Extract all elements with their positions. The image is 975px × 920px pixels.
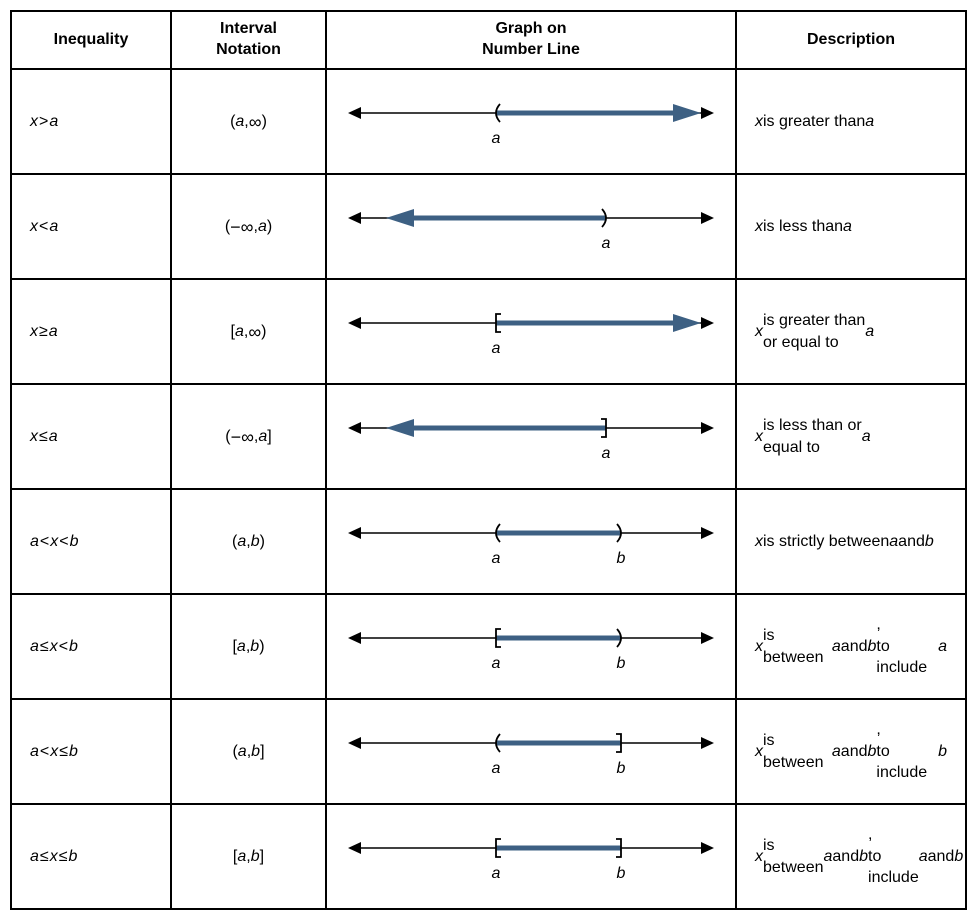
inequality-cell: x ≥ a — [12, 280, 170, 383]
number-line-point-label: a — [492, 130, 501, 148]
graph-cell: ab — [326, 804, 736, 909]
inequality-cell: x < a — [12, 175, 170, 278]
table-row: x ≥ a [a, ∞) a x is greater thanor equal… — [11, 279, 966, 384]
number-line-point-label: b — [617, 760, 626, 778]
interval-cell: (a, b] — [172, 700, 325, 803]
number-line-point-label: b — [617, 655, 626, 673]
header-graph: Graph onNumber Line — [326, 11, 736, 69]
number-line-point-label: b — [617, 550, 626, 568]
table-row: a ≤ x < b [a, b) ab x is between a and b… — [11, 594, 966, 699]
graph-cell: a — [326, 69, 736, 174]
description-cell: x is greater than a — [737, 70, 965, 173]
number-line-point-label: a — [602, 445, 611, 463]
interval-cell: (a, b) — [172, 490, 325, 593]
description-cell: x is between a and b,to include a — [737, 595, 965, 698]
interval-cell: [a, ∞) — [172, 280, 325, 383]
number-line-point-label: a — [492, 550, 501, 568]
number-line-point-label: a — [492, 865, 501, 883]
interval-cell: (a, ∞) — [172, 70, 325, 173]
number-line-point-label: b — [617, 865, 626, 883]
number-line-point-label: a — [602, 235, 611, 253]
table-row: a < x < b (a, b) ab x is strictly betwee… — [11, 489, 966, 594]
number-line-point-label: a — [492, 760, 501, 778]
description-cell: x is less than a — [737, 175, 965, 278]
description-cell: x is strictly betweena and b — [737, 490, 965, 593]
graph-cell: a — [326, 384, 736, 489]
interval-notation-table: Inequality IntervalNotation Graph onNumb… — [10, 10, 967, 910]
header-inequality: Inequality — [11, 11, 171, 69]
graph-cell: a — [326, 174, 736, 279]
graph-cell: a — [326, 279, 736, 384]
interval-cell: [a, b) — [172, 595, 325, 698]
inequality-cell: a < x ≤ b — [12, 700, 170, 803]
graph-cell: ab — [326, 699, 736, 804]
number-line-point-label: a — [492, 340, 501, 358]
inequality-cell: a ≤ x ≤ b — [12, 805, 170, 908]
table-row: x < a (−∞, a) a x is less than a — [11, 174, 966, 279]
graph-cell: ab — [326, 489, 736, 594]
interval-cell: (−∞, a) — [172, 175, 325, 278]
inequality-cell: x > a — [12, 70, 170, 173]
graph-cell: ab — [326, 594, 736, 699]
table-row: a ≤ x ≤ b [a, b] ab x is between a and b… — [11, 804, 966, 909]
table-row: x > a (a, ∞) a x is greater than a — [11, 69, 966, 174]
description-cell: x is between a and b,to include a and b — [737, 805, 965, 908]
table-row: x ≤ a (−∞, a] a x is less than orequal t… — [11, 384, 966, 489]
description-cell: x is greater thanor equal to a — [737, 280, 965, 383]
header-description: Description — [736, 11, 966, 69]
description-cell: x is between a and b,to include b — [737, 700, 965, 803]
description-cell: x is less than orequal to a — [737, 385, 965, 488]
header-interval: IntervalNotation — [171, 11, 326, 69]
inequality-cell: a < x < b — [12, 490, 170, 593]
inequality-cell: x ≤ a — [12, 385, 170, 488]
header-row: Inequality IntervalNotation Graph onNumb… — [11, 11, 966, 69]
number-line-point-label: a — [492, 655, 501, 673]
interval-cell: (−∞, a] — [172, 385, 325, 488]
table-row: a < x ≤ b (a, b] ab x is between a and b… — [11, 699, 966, 804]
inequality-cell: a ≤ x < b — [12, 595, 170, 698]
interval-cell: [a, b] — [172, 805, 325, 908]
